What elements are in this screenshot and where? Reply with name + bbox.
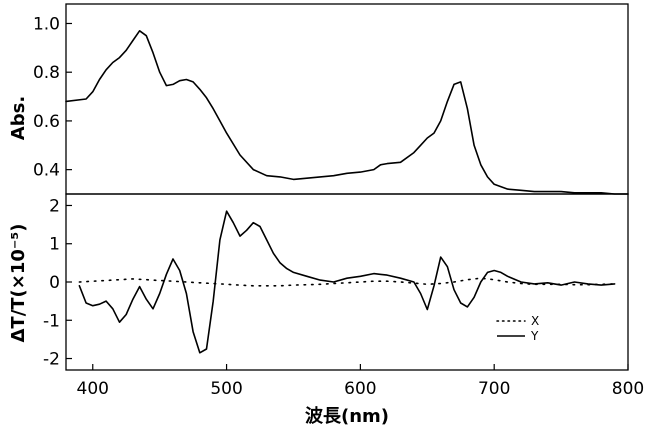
legend: X Y bbox=[496, 314, 539, 343]
legend-label-y: Y bbox=[530, 329, 539, 343]
absorbance-y-tick-label: 0.8 bbox=[33, 63, 60, 83]
absorbance-y-axis-title: Abs. bbox=[8, 96, 29, 140]
absorbance-plot-frame bbox=[65, 3, 629, 195]
transmission-y-ticks: -2 -1 0 1 2 bbox=[43, 196, 72, 370]
transmission-y-tick-label: 0 bbox=[49, 273, 60, 293]
wavelength-x-tick-label: 500 bbox=[210, 379, 242, 399]
transmission-panel: -2 -1 0 1 2 400 500 600 700 800 ΔT/T(×10⁻⁵) 波長(n… bbox=[8, 193, 644, 427]
wavelength-x-ticks: 400 500 600 700 800 bbox=[77, 364, 644, 399]
absorbance-y-ticks: 0.4 0.6 0.8 1.0 bbox=[33, 14, 72, 181]
transmission-plot-frame bbox=[65, 193, 629, 371]
absorbance-series-group bbox=[65, 30, 629, 195]
transmission-y-tick-label: 2 bbox=[49, 196, 60, 216]
wavelength-x-tick-label: 400 bbox=[77, 379, 109, 399]
absorbance-y-tick-label: 1.0 bbox=[33, 14, 60, 34]
transmission-y-tick-label: -2 bbox=[43, 350, 60, 370]
transmission-y-axis-title: ΔT/T(×10⁻⁵) bbox=[8, 223, 29, 342]
absorbance-panel: 0.4 0.6 0.8 1.0 Abs. bbox=[8, 3, 629, 195]
wavelength-x-axis-title: 波長(nm) bbox=[305, 405, 389, 427]
wavelength-x-tick-label: 600 bbox=[344, 379, 376, 399]
absorbance-y-tick-label: 0.6 bbox=[33, 112, 60, 132]
transmission-series-line-x bbox=[78, 277, 616, 287]
transmission-series-group bbox=[78, 210, 616, 354]
transmission-series-line-y bbox=[78, 210, 616, 354]
transmission-y-tick-label: -1 bbox=[43, 311, 60, 331]
absorbance-y-tick-label: 0.4 bbox=[33, 161, 60, 181]
wavelength-x-tick-label: 700 bbox=[478, 379, 510, 399]
absorbance-series-line-0 bbox=[65, 30, 629, 195]
wavelength-x-tick-label: 800 bbox=[612, 379, 644, 399]
legend-label-x: X bbox=[531, 314, 539, 328]
transmission-y-tick-label: 1 bbox=[49, 235, 60, 255]
